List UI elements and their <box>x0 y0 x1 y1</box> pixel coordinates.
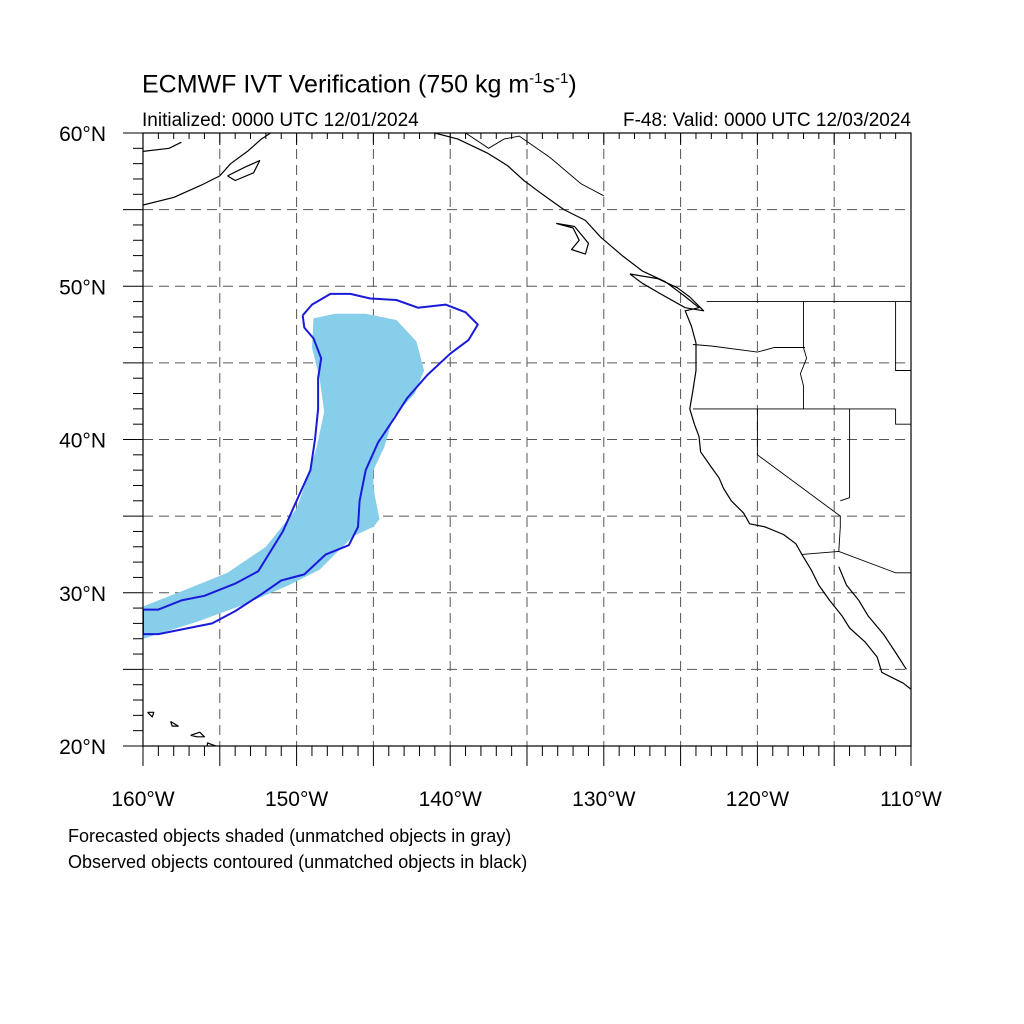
lat-tick-label: 30°N <box>59 583 106 606</box>
axis-labels: 60°N 50°N 40°N 30°N 20°N 160°W 150°W 140°W 130°W… <box>59 123 942 811</box>
title-main: ECMWF IVT Verification (750 kg m <box>142 70 530 99</box>
title-exponent-1: -1 <box>529 70 543 87</box>
footer-forecast-note: Forecasted objects shaded (unmatched obj… <box>68 826 512 846</box>
political-border <box>895 301 911 371</box>
grid-lines <box>143 133 911 746</box>
coastline <box>190 731 205 738</box>
plot-frame <box>142 132 912 747</box>
coastline <box>170 720 179 727</box>
coastline <box>227 160 261 182</box>
axis-ticks <box>123 132 912 766</box>
forecast-object-shaded <box>143 313 425 639</box>
political-border <box>801 550 911 574</box>
political-border <box>799 301 808 409</box>
lat-tick-label: 20°N <box>59 736 106 759</box>
geography-layer <box>143 133 911 746</box>
coastline <box>143 141 182 152</box>
init-time-subtitle: Initialized: 0000 UTC 12/01/2024 <box>142 110 419 131</box>
lat-tick-label: 40°N <box>59 430 106 453</box>
coastline <box>143 133 271 206</box>
valid-time-subtitle: F-48: Valid: 0000 UTC 12/03/2024 <box>623 110 911 131</box>
coastline <box>206 742 218 746</box>
lon-tick-label: 140°W <box>419 788 482 811</box>
title-end: ) <box>568 70 577 99</box>
political-border <box>895 408 911 425</box>
lon-tick-label: 130°W <box>572 788 635 811</box>
coastline <box>147 711 155 718</box>
coastline <box>434 133 911 690</box>
political-border <box>756 408 841 552</box>
title-exponent-2: -1 <box>555 70 569 87</box>
observed-object-contour <box>143 292 479 636</box>
coastline <box>629 273 705 312</box>
ivt-objects-layer <box>143 292 479 639</box>
lat-tick-label: 60°N <box>59 123 106 146</box>
political-border <box>840 408 851 502</box>
lat-tick-label: 50°N <box>59 276 106 299</box>
coastline <box>838 566 907 670</box>
lon-tick-label: 110°W <box>880 788 942 811</box>
lon-tick-label: 160°W <box>111 788 174 811</box>
political-border <box>692 344 805 353</box>
coastline <box>556 222 590 255</box>
title-mid: s <box>542 70 556 99</box>
lon-tick-label: 150°W <box>265 788 328 811</box>
footer-observed-note: Observed objects contoured (unmatched ob… <box>68 852 528 872</box>
political-border <box>465 133 605 197</box>
lon-tick-label: 120°W <box>726 788 789 811</box>
chart-title: ECMWF IVT Verification (750 kg m-1s-1) <box>142 70 577 99</box>
